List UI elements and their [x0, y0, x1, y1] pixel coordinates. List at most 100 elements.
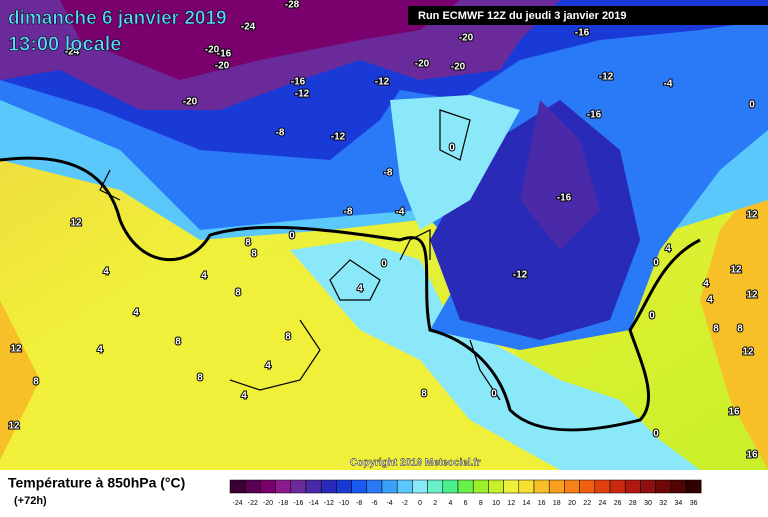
contour-label: -16: [291, 77, 306, 88]
scale-label: 2: [433, 500, 437, 507]
contour-label: 12: [746, 210, 758, 221]
scale-label: 8: [479, 500, 483, 507]
scale-label: 22: [583, 500, 591, 507]
contour-label: 8: [175, 337, 181, 348]
contour-label: 0: [289, 231, 295, 242]
scale-swatch: [685, 479, 702, 494]
contour-label: 8: [235, 288, 241, 299]
map: -28-24-24 -20-16-20-20-16-12-12-20 -20-20-…: [0, 0, 768, 470]
scale-swatch: [579, 479, 596, 494]
scale-swatch: [503, 479, 520, 494]
contour-label: -8: [276, 128, 285, 139]
contour-label: -20: [183, 97, 198, 108]
contour-label: 8: [251, 249, 257, 260]
scale-swatch: [609, 479, 626, 494]
contour-label: 4: [707, 295, 713, 306]
contour-label: 8: [197, 373, 203, 384]
legend-title: Température à 850hPa (°C): [8, 475, 185, 491]
contour-label: -16: [557, 193, 572, 204]
scale-label: 12: [507, 500, 515, 507]
contour-label: -20: [215, 61, 230, 72]
contour-label: -8: [344, 207, 353, 218]
contour-label: 0: [653, 258, 659, 269]
scale-label: 34: [675, 500, 683, 507]
scale-label: 6: [464, 500, 468, 507]
contour-label: 4: [103, 267, 109, 278]
scale-swatch: [472, 479, 489, 494]
scale-swatch: [290, 479, 307, 494]
contour-label: -12: [295, 89, 310, 100]
scale-swatch: [381, 479, 398, 494]
contour-label: 8: [713, 324, 719, 335]
contour-label: 12: [8, 421, 20, 432]
contour-labels: -28-24-24 -20-16-20-20-16-12-12-20 -20-20-…: [7, 0, 759, 462]
scale-swatch: [533, 479, 550, 494]
scale-swatch: [548, 479, 565, 494]
contour-label: 4: [97, 345, 103, 356]
contour-label: -20: [415, 59, 430, 70]
contour-label: 12: [70, 218, 82, 229]
contour-label: -24: [65, 47, 80, 58]
contour-label: 12: [10, 344, 22, 355]
scale-swatch: [336, 479, 352, 494]
contour-label: -20: [451, 62, 466, 73]
contour-label: 0: [449, 143, 455, 154]
scale-label: 20: [568, 500, 576, 507]
contour-label: 8: [245, 238, 251, 249]
scale-label: 10: [492, 500, 500, 507]
scale-swatch: [396, 479, 413, 494]
contour-label: 4: [665, 244, 671, 255]
scale-swatch: [518, 479, 535, 494]
scale-label: 4: [448, 500, 452, 507]
scale-swatch: [488, 479, 504, 494]
contour-label: 4: [133, 308, 139, 319]
contour-label: -12: [599, 72, 614, 83]
scale-label: -14: [309, 500, 319, 507]
scale-label: -8: [356, 500, 362, 507]
contour-label: 4: [703, 279, 709, 290]
scale-label: 24: [599, 500, 607, 507]
scale-label: 30: [644, 500, 652, 507]
map-date: dimanche 6 janvier 2019: [8, 8, 227, 29]
scale-swatch: [442, 479, 459, 494]
contour-label: 4: [201, 271, 207, 282]
contour-label: 4: [241, 391, 247, 402]
scale-label: -6: [371, 500, 377, 507]
contour-label: 0: [653, 429, 659, 440]
scale-label: 0: [418, 500, 422, 507]
copyright: Copyright 2019 Meteociel.fr: [350, 458, 481, 469]
contour-label: 4: [265, 361, 271, 372]
scale-label: -20: [263, 500, 273, 507]
scale-swatch: [275, 479, 292, 494]
scale-swatch: [351, 479, 368, 494]
scale-swatch: [305, 479, 322, 494]
contour-label: 4: [357, 284, 363, 295]
scale-swatch: [624, 479, 641, 494]
scale-label: -24: [233, 500, 243, 507]
scale-swatch: [640, 479, 656, 494]
run-info: Run ECMWF 12Z du jeudi 3 janvier 2019: [418, 10, 626, 22]
contour-label: -12: [375, 77, 390, 88]
contour-label: 8: [285, 332, 291, 343]
scale-swatch: [427, 479, 444, 494]
contour-label: 0: [381, 259, 387, 270]
scale-label: 18: [553, 500, 561, 507]
scale-label: 28: [629, 500, 637, 507]
scale-label: -4: [386, 500, 392, 507]
scale-label: 16: [538, 500, 546, 507]
contour-label: 8: [737, 324, 743, 335]
contour-label: 16: [746, 450, 758, 461]
contour-label: -16: [575, 28, 590, 39]
contour-label: -12: [513, 270, 528, 281]
contour-label: -8: [384, 168, 393, 179]
contour-label: -20: [459, 33, 474, 44]
contour-label: 8: [421, 389, 427, 400]
scale-swatch: [229, 479, 246, 494]
scale-label: 14: [523, 500, 531, 507]
scale-swatch: [244, 479, 261, 494]
contour-label: 0: [491, 389, 497, 400]
map-time: 13:00 locale: [8, 33, 121, 55]
contour-label: 16: [728, 407, 740, 418]
scale-label: -22: [248, 500, 258, 507]
